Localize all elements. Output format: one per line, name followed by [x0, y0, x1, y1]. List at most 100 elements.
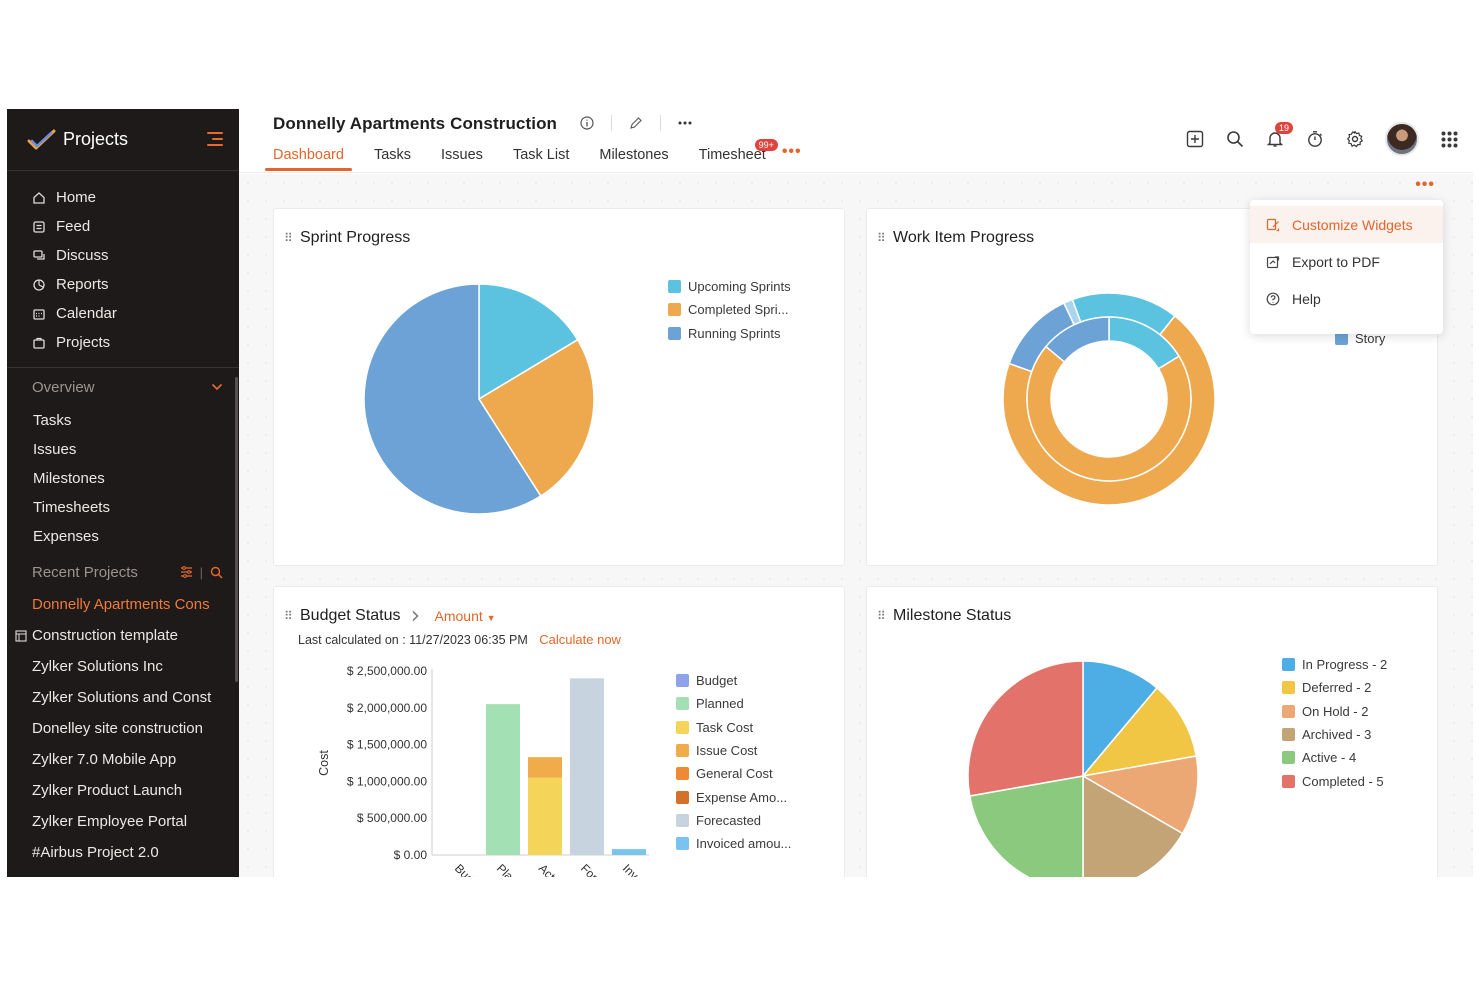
search-icon[interactable]	[1225, 129, 1245, 149]
project-tabs: Dashboard Tasks Issues Task List Milesto…	[265, 139, 802, 171]
legend-item[interactable]: Deferred - 2	[1282, 676, 1387, 699]
legend-item[interactable]: On Hold - 2	[1282, 700, 1387, 723]
recent-project-item[interactable]: Construction template	[7, 620, 239, 651]
recent-project-item[interactable]: Zylker Solutions Inc	[32, 658, 163, 675]
collapse-menu-icon[interactable]	[207, 132, 223, 146]
recent-project-label: Construction template	[32, 627, 178, 644]
sidebar-divider	[7, 367, 239, 368]
legend-item[interactable]: General Cost	[676, 762, 791, 785]
feed-icon	[31, 219, 46, 234]
milestone-pie-slice[interactable]	[1081, 686, 1198, 778]
legend-item[interactable]: Expense Amo...	[676, 785, 791, 808]
milestone-pie-slice[interactable]	[968, 775, 1084, 877]
widget-title-text: Budget Status	[300, 607, 401, 624]
bar-forecasted[interactable]	[570, 678, 604, 855]
info-icon[interactable]	[579, 115, 595, 131]
tab-milestones[interactable]: Milestones	[599, 147, 669, 163]
sprint-progress-widget: ⠿ Sprint Progress Upcoming Sprints Comple…	[273, 208, 845, 566]
bell-icon[interactable]: 19	[1265, 122, 1294, 149]
search-icon[interactable]	[210, 566, 223, 579]
sprint-pie-slice[interactable]	[478, 283, 579, 401]
menu-item-help[interactable]: Help	[1250, 280, 1443, 317]
legend-item[interactable]: In Progress - 2	[1282, 653, 1387, 676]
nav-item-projects[interactable]: Projects	[7, 328, 239, 357]
dashboard-more-icon[interactable]: •••	[1415, 176, 1435, 193]
chevron-right-icon[interactable]	[411, 610, 419, 622]
recent-project-item[interactable]: Zylker Product Launch	[32, 782, 183, 799]
sidebar-scrollbar[interactable]	[235, 377, 238, 682]
legend-item[interactable]: Archived - 3	[1282, 723, 1387, 746]
user-avatar[interactable]	[1385, 122, 1419, 156]
brand[interactable]: Projects	[7, 109, 239, 171]
more-options-icon[interactable]	[677, 115, 693, 131]
sprint-pie-slice[interactable]	[363, 283, 542, 515]
nav-item-calendar[interactable]: Calendar	[7, 299, 239, 328]
drag-handle-icon[interactable]: ⠿	[284, 231, 293, 245]
overview-item-milestones[interactable]: Milestones	[33, 470, 105, 487]
work-inner-ring-slice[interactable]	[1026, 345, 1192, 482]
recent-project-item[interactable]: Zylker 7.0 Mobile App	[32, 751, 177, 768]
recent-project-item[interactable]: Donelley site construction	[32, 720, 203, 737]
bar-issue-cost[interactable]	[528, 757, 562, 778]
legend-item[interactable]: Story	[1335, 327, 1385, 350]
legend-item[interactable]: Forecasted	[676, 809, 791, 832]
overview-item-tasks[interactable]: Tasks	[33, 412, 72, 429]
legend-item[interactable]: Active - 4	[1282, 746, 1387, 769]
tab-dashboard[interactable]: Dashboard	[265, 145, 352, 171]
legend-item[interactable]: Planned	[676, 692, 791, 715]
legend-item[interactable]: Budget	[676, 669, 791, 692]
more-tabs-icon[interactable]: •••	[781, 143, 802, 160]
tab-task-list[interactable]: Task List	[512, 147, 570, 163]
sprint-pie-slice[interactable]	[477, 338, 595, 498]
nav-item-reports[interactable]: Reports	[7, 270, 239, 299]
calculate-now-link[interactable]: Calculate now	[539, 632, 621, 647]
overview-item-issues[interactable]: Issues	[33, 441, 77, 458]
add-icon[interactable]	[1185, 129, 1205, 149]
legend-item[interactable]: Task Cost	[676, 716, 791, 739]
recent-project-item[interactable]: #Airbus Project 2.0	[32, 844, 159, 861]
milestone-pie-slice[interactable]	[967, 660, 1084, 797]
legend-item[interactable]: Completed - 5	[1282, 769, 1387, 792]
milestone-pie-slice[interactable]	[1080, 755, 1199, 835]
overview-header[interactable]: Overview	[7, 368, 239, 406]
drag-handle-icon[interactable]: ⠿	[877, 231, 886, 245]
tab-issues[interactable]: Issues	[441, 147, 483, 163]
menu-item-customize-widgets[interactable]: Customize Widgets	[1250, 206, 1443, 243]
milestone-pie-slice[interactable]	[1082, 660, 1158, 779]
legend-item[interactable]: Upcoming Sprints	[668, 275, 791, 298]
overview-item-timesheets[interactable]: Timesheets	[33, 499, 110, 516]
edit-icon[interactable]	[628, 115, 644, 131]
customize-icon	[1266, 218, 1280, 232]
menu-item-export-pdf[interactable]: Export to PDF	[1250, 243, 1443, 280]
y-tick-label: $ 1,000,000.00	[347, 774, 427, 788]
app-grid-icon[interactable]	[1439, 129, 1459, 149]
drag-handle-icon[interactable]: ⠿	[877, 609, 886, 623]
x-tick-label: Fore	[578, 861, 606, 877]
legend-label: Issue Cost	[696, 743, 758, 759]
overview-item-expenses[interactable]: Expenses	[33, 528, 99, 545]
bar-planned[interactable]	[486, 704, 520, 855]
nav-item-discuss[interactable]: Discuss	[7, 241, 239, 270]
legend-item[interactable]: Invoiced amou...	[676, 832, 791, 855]
milestone-pie-slice[interactable]	[1082, 774, 1184, 877]
filter-icon[interactable]	[180, 566, 193, 578]
legend-item[interactable]: Running Sprints	[668, 322, 791, 345]
nav-item-feed[interactable]: Feed	[7, 212, 239, 241]
tab-timesheet[interactable]: Timesheet 99+	[691, 139, 778, 171]
x-tick-label: Plan	[494, 861, 521, 877]
recent-project-item[interactable]: Donnelly Apartments Cons	[32, 596, 210, 613]
legend-item[interactable]: Completed Spri...	[668, 298, 791, 321]
nav-item-home[interactable]: Home	[7, 183, 239, 212]
work-inner-ring-slice[interactable]	[1044, 316, 1110, 363]
amount-label: Amount	[434, 608, 483, 624]
recent-project-item[interactable]: Zylker Employee Portal	[32, 813, 188, 830]
bar-task-cost[interactable]	[528, 777, 562, 855]
amount-dropdown[interactable]: Amount ▼	[435, 608, 496, 624]
recent-project-item[interactable]: Zylker Solutions and Const	[32, 689, 212, 706]
timer-icon[interactable]	[1305, 129, 1325, 149]
drag-handle-icon[interactable]: ⠿	[284, 609, 293, 623]
bar-invoiced-amou-[interactable]	[612, 849, 646, 855]
gear-icon[interactable]	[1345, 129, 1365, 149]
legend-item[interactable]: Issue Cost	[676, 739, 791, 762]
tab-tasks[interactable]: Tasks	[373, 147, 412, 163]
